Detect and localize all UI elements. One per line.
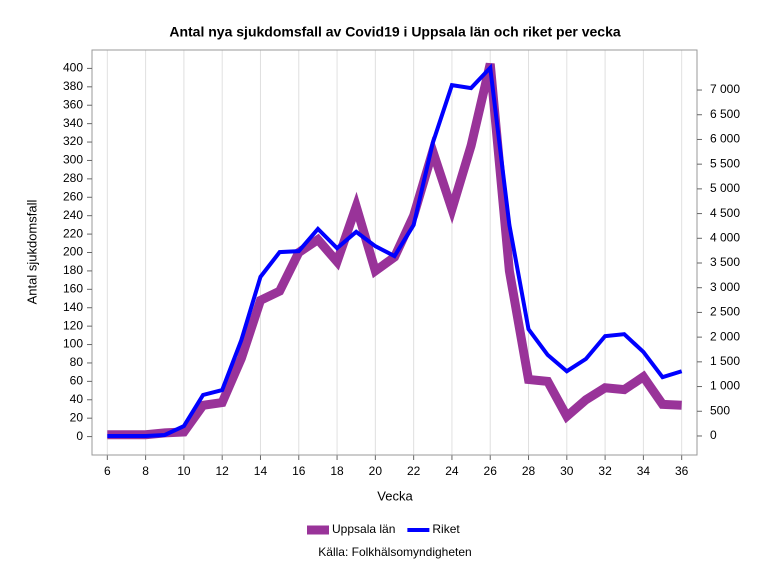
y2-tick-label: 7 000 (710, 82, 740, 96)
y-tick-label: 100 (63, 337, 83, 351)
y-tick-label: 60 (70, 374, 84, 388)
y2-tick-label: 2 500 (710, 305, 740, 319)
y-axis-label: Antal sjukdomsfall (24, 200, 39, 305)
x-tick-label: 14 (254, 464, 268, 478)
x-tick-label: 8 (142, 464, 149, 478)
y2-tick-label: 5 000 (710, 181, 740, 195)
y2-tick-label: 0 (710, 428, 717, 442)
x-tick-label: 28 (522, 464, 536, 478)
x-tick-label: 16 (292, 464, 306, 478)
y-tick-label: 180 (63, 263, 83, 277)
y2-tick-label: 5 500 (710, 156, 740, 170)
y-tick-label: 280 (63, 171, 83, 185)
x-axis-label: Vecka (377, 488, 413, 503)
y2-tick-label: 3 500 (710, 255, 740, 269)
y2-tick-label: 6 000 (710, 132, 740, 146)
y-tick-label: 360 (63, 97, 83, 111)
y-tick-label: 200 (63, 245, 83, 259)
x-tick-label: 22 (407, 464, 421, 478)
x-tick-label: 24 (445, 464, 459, 478)
x-tick-label: 20 (369, 464, 383, 478)
x-tick-label: 34 (637, 464, 651, 478)
y-tick-label: 140 (63, 300, 83, 314)
y2-tick-label: 500 (710, 403, 730, 417)
y-tick-label: 120 (63, 318, 83, 332)
y-tick-label: 0 (76, 429, 83, 443)
y2-tick-label: 3 000 (710, 280, 740, 294)
y-tick-label: 380 (63, 79, 83, 93)
legend-label: Riket (432, 522, 460, 536)
series-line (107, 62, 682, 440)
y-tick-label: 320 (63, 134, 83, 148)
x-tick-label: 32 (598, 464, 612, 478)
y-tick-label: 400 (63, 61, 83, 75)
y-tick-label: 300 (63, 153, 83, 167)
y2-tick-label: 2 000 (710, 329, 740, 343)
x-tick-label: 36 (675, 464, 689, 478)
y2-tick-label: 1 000 (710, 379, 740, 393)
legend-swatch (307, 525, 329, 535)
y-tick-label: 260 (63, 189, 83, 203)
y2-tick-label: 6 500 (710, 107, 740, 121)
legend-swatch (407, 528, 430, 532)
y2-tick-label: 1 500 (710, 354, 740, 368)
x-tick-label: 12 (216, 464, 230, 478)
y2-tick-label: 4 500 (710, 206, 740, 220)
x-tick-label: 30 (560, 464, 574, 478)
y-tick-label: 240 (63, 208, 83, 222)
y2-tick-label: 4 000 (710, 230, 740, 244)
chart-title: Antal nya sjukdomsfall av Covid19 i Upps… (169, 24, 620, 40)
legend-label: Uppsala län (332, 522, 395, 536)
source: Källa: Folkhälsomyndigheten (318, 545, 471, 559)
y-tick-label: 340 (63, 116, 83, 130)
y-tick-label: 20 (70, 410, 84, 424)
x-tick-label: 26 (484, 464, 498, 478)
x-tick-label: 6 (104, 464, 111, 478)
x-tick-label: 10 (177, 464, 191, 478)
y-tick-label: 80 (70, 355, 84, 369)
series-line (107, 63, 683, 438)
x-tick-label: 18 (330, 464, 344, 478)
y-tick-label: 40 (70, 392, 84, 406)
y-tick-label: 160 (63, 281, 83, 295)
y-tick-label: 220 (63, 226, 83, 240)
